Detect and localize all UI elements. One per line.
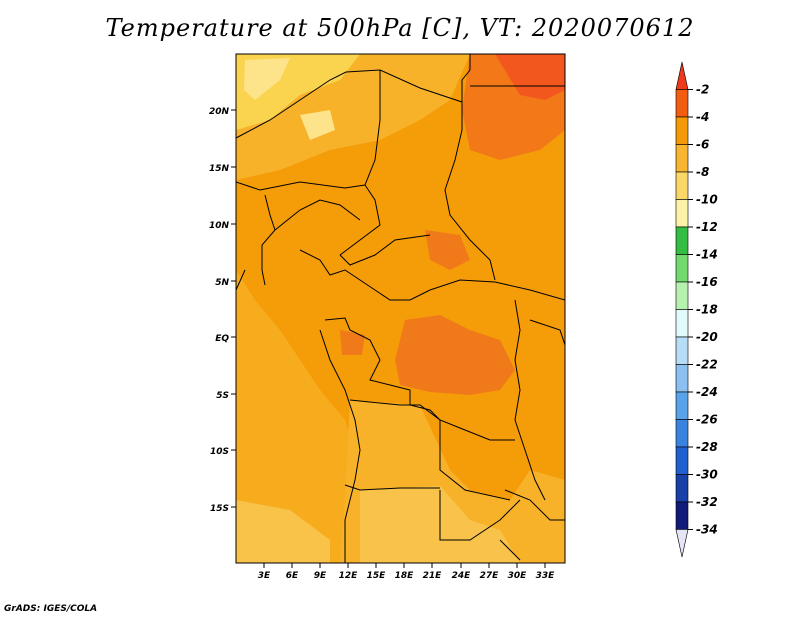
lat-axis: 20N 15N 10N 5N EQ 5S 10S 15S	[209, 107, 236, 514]
colorbar-label: -14	[696, 248, 718, 262]
lon-label: 27E	[480, 571, 500, 581]
lon-label: 9E	[314, 571, 327, 581]
colorbar-segment	[675, 336, 689, 365]
colorbar-segment	[675, 281, 689, 310]
colorbar-segment	[675, 529, 689, 558]
colorbar-segment	[675, 171, 689, 200]
field-ne-warmest	[495, 54, 565, 100]
colorbar-label: -22	[696, 358, 718, 372]
lat-label: 15N	[209, 164, 230, 174]
lat-label: 20N	[209, 107, 230, 117]
colorbar-segment	[675, 199, 689, 228]
lon-label: 18E	[395, 571, 415, 581]
colorbar-segment	[675, 89, 689, 118]
field-north-coolest	[244, 58, 290, 100]
colorbar-label: -24	[696, 385, 718, 399]
lat-label: 5S	[216, 391, 229, 401]
field-north-spot	[300, 110, 335, 140]
colorbar: -2 -4 -6 -8 -10 -12 -14 -16 -18 -20 -22 -24 -26 -28 -3…	[675, 61, 718, 558]
colorbar-segment	[675, 309, 689, 338]
colorbar-label: -26	[696, 413, 718, 427]
colorbar-label: -12	[696, 220, 718, 234]
country-borders	[236, 54, 565, 563]
lat-label: EQ	[215, 334, 229, 344]
colorbar-label: -8	[696, 165, 709, 179]
lon-label: 21E	[423, 571, 443, 581]
field-sw-cool	[236, 500, 330, 563]
colorbar-label: -32	[696, 495, 718, 509]
colorbar-segment	[675, 61, 689, 90]
colorbar-label: -4	[696, 110, 709, 124]
lon-label: 30E	[508, 571, 528, 581]
colorbar-label: -18	[696, 303, 718, 317]
field-central-warm	[395, 315, 515, 395]
lon-label: 15E	[367, 571, 387, 581]
field-warm-spot	[425, 230, 470, 270]
lat-label: 10S	[210, 447, 229, 457]
lon-label: 3E	[258, 571, 271, 581]
colorbar-label: -30	[696, 468, 718, 482]
colorbar-label: -20	[696, 330, 718, 344]
colorbar-segment	[675, 254, 689, 283]
colorbar-segment	[675, 501, 689, 530]
colorbar-segment	[675, 226, 689, 255]
colorbar-segment	[675, 364, 689, 393]
lon-label: 33E	[536, 571, 556, 581]
colorbar-segment	[675, 419, 689, 448]
grads-credit: GrADS: IGES/COLA	[4, 604, 98, 614]
colorbar-label: -34	[696, 523, 718, 537]
colorbar-segment	[675, 116, 689, 145]
lon-label: 12E	[339, 571, 359, 581]
field-west-warm	[340, 330, 365, 355]
lon-axis: 3E 6E 9E 12E 15E 18E 21E 24E 27E 30E 33E	[258, 563, 555, 581]
colorbar-segment	[675, 391, 689, 420]
chart-title: Temperature at 500hPa [C], VT: 202007061…	[105, 14, 695, 42]
temperature-field	[236, 54, 565, 563]
map-frame	[235, 53, 566, 564]
lat-label: 15S	[210, 504, 229, 514]
colorbar-segment	[675, 474, 689, 503]
colorbar-segment	[675, 144, 689, 173]
lat-label: 10N	[209, 221, 230, 231]
lon-label: 6E	[286, 571, 299, 581]
field-west	[236, 270, 360, 563]
lat-label: 5N	[215, 278, 229, 288]
colorbar-label: -16	[696, 275, 718, 289]
colorbar-label: -2	[696, 83, 709, 97]
colorbar-label: -10	[696, 193, 718, 207]
colorbar-label: -6	[696, 138, 709, 152]
colorbar-label: -28	[696, 440, 718, 454]
lon-label: 24E	[452, 571, 472, 581]
colorbar-segment	[675, 446, 689, 475]
